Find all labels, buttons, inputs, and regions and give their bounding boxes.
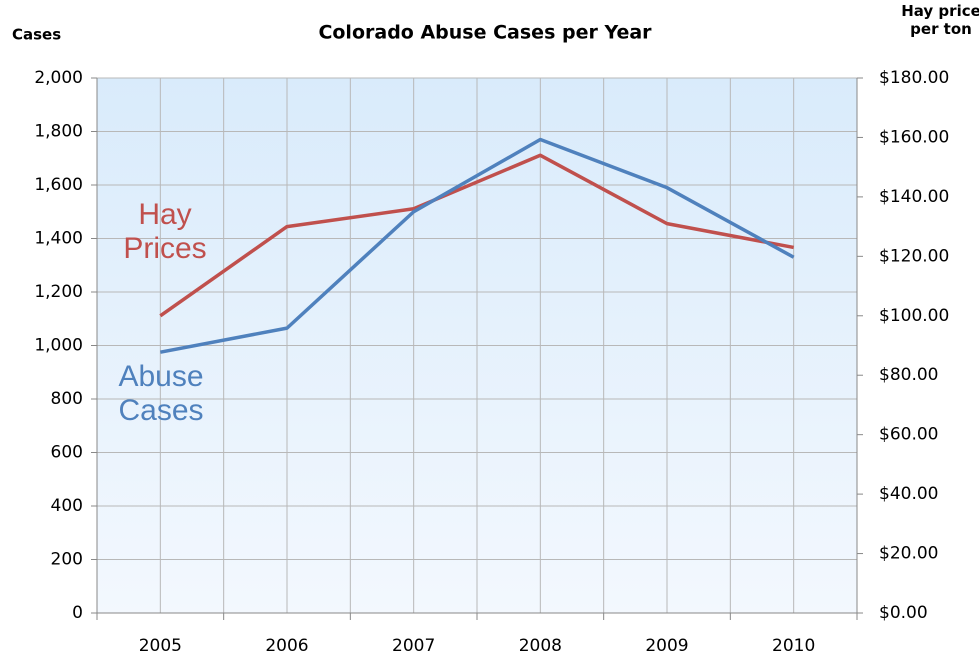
y-tick-label: 1,200 [34,282,83,302]
x-tick-label: 2007 [392,636,435,656]
y2-axis-label: Hay price per ton [901,2,979,38]
y-tick-label: 1,000 [34,336,83,356]
y-tick-label: 200 [51,550,83,570]
y2-tick-label: $60.00 [879,425,938,445]
y2-tick-label: $20.00 [879,544,938,564]
y2-tick-label: $180.00 [879,68,949,88]
y-tick-label: 800 [51,389,83,409]
x-tick-label: 2005 [139,636,182,656]
y-tick-label: 1,600 [34,175,83,195]
series-line [160,137,795,354]
y2-tick-label: $0.00 [879,603,928,623]
y2-tick-label: $160.00 [879,127,949,147]
y-tick-label: 2,000 [34,68,83,88]
y2-tick-label: $120.00 [879,246,949,266]
x-tick-label: 2008 [519,636,562,656]
y2-tick-label: $40.00 [879,484,938,504]
series-line [159,153,794,318]
y2-tick-label: $140.00 [879,187,949,207]
x-tick-label: 2009 [645,636,688,656]
y-tick-label: 400 [51,496,83,516]
series-label: Abuse Cases [118,360,204,427]
y-tick-label: 600 [51,443,83,463]
chart-title: Colorado Abuse Cases per Year [318,22,652,44]
y2-tick-label: $80.00 [879,365,938,385]
x-tick-label: 2010 [772,636,815,656]
y-tick-label: 0 [72,603,83,623]
y2-tick-label: $100.00 [879,306,949,326]
y-tick-label: 1,400 [34,229,83,249]
y-axis-label: Cases [12,26,61,44]
y-tick-label: 1,800 [34,122,83,142]
x-tick-label: 2006 [265,636,308,656]
series-label: Hay Prices [123,198,207,265]
